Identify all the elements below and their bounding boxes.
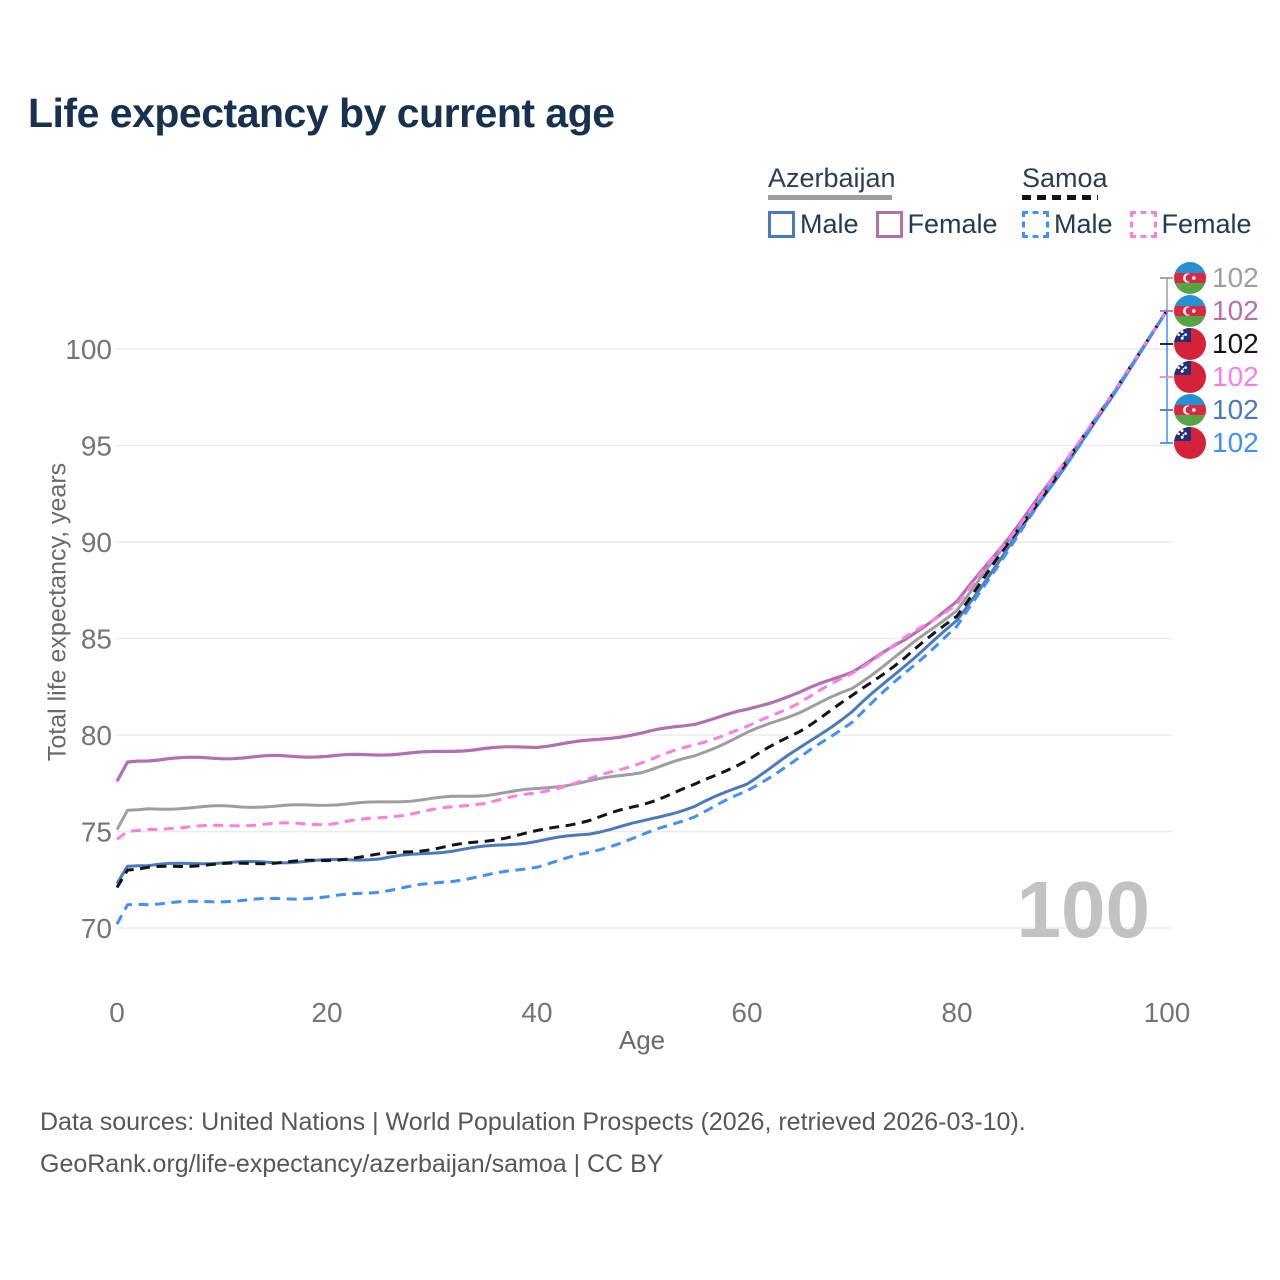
legend-swatch-azerbaijan-male[interactable] — [768, 211, 795, 239]
x-tick-label: 100 — [1144, 997, 1191, 1028]
x-tick-label: 20 — [311, 997, 342, 1028]
y-tick-label: 95 — [81, 431, 112, 462]
legend-swatch-azerbaijan-female[interactable] — [875, 211, 903, 239]
end-marker-samoa-male[interactable]: 102 — [1174, 427, 1259, 459]
y-tick-label: 70 — [81, 913, 112, 944]
end-marker-azerbaijan-female[interactable]: 102 — [1174, 295, 1259, 327]
series-line-samoa-all[interactable] — [115, 309, 1169, 889]
legend-label-samoa-male: Male — [1054, 209, 1113, 240]
end-marker-azerbaijan-male[interactable]: 102 — [1174, 394, 1259, 426]
legend-country-azerbaijan[interactable]: Azerbaijan — [768, 163, 896, 193]
end-marker-azerbaijan-all[interactable]: 102 — [1174, 262, 1259, 294]
x-axis-title: Age — [618, 1025, 666, 1055]
series-line-samoa-female[interactable] — [116, 309, 1169, 841]
legend-group-samoa: Samoa Male Female — [1022, 164, 1269, 240]
azerbaijan-flag-icon — [1174, 394, 1206, 426]
attribution-note: GeoRank.org/life-expectancy/azerbaijan/s… — [40, 1150, 664, 1178]
series-line-azerbaijan-all[interactable] — [115, 309, 1169, 831]
y-tick-label: 100 — [65, 334, 112, 365]
legend-swatch-samoa-female[interactable] — [1129, 211, 1157, 239]
samoa-flag-icon — [1174, 427, 1206, 459]
y-tick-label: 80 — [81, 720, 112, 751]
azerbaijan-flag-icon — [1174, 262, 1206, 294]
legend-underline-solid — [768, 195, 892, 201]
y-axis-title: Total life expectancy, years — [43, 462, 72, 762]
x-tick-label: 60 — [731, 997, 762, 1028]
legend-underline-dashed — [1022, 195, 1098, 201]
end-marker-value: 102 — [1212, 427, 1259, 458]
end-marker-value: 102 — [1212, 394, 1259, 425]
end-marker-samoa-female[interactable]: 102 — [1174, 361, 1259, 393]
end-marker-samoa-all[interactable]: 102 — [1174, 328, 1259, 360]
azerbaijan-flag-icon — [1174, 295, 1206, 327]
page-title: Life expectancy by current age — [28, 90, 615, 136]
end-marker-value: 102 — [1212, 295, 1259, 326]
y-tick-label: 90 — [81, 527, 112, 558]
end-marker-value: 102 — [1212, 361, 1259, 392]
age-counter-watermark: 100 — [1016, 865, 1150, 954]
legend-label-samoa-female: Female — [1161, 209, 1252, 240]
legend-entry-azerbaijan-female[interactable]: Female — [875, 209, 998, 240]
x-tick-label: 0 — [109, 997, 125, 1028]
legend-swatch-samoa-male[interactable] — [1022, 211, 1049, 239]
legend-label-azerbaijan-male: Male — [800, 209, 859, 240]
y-tick-label: 75 — [81, 817, 112, 848]
data-sources-note: Data sources: United Nations | World Pop… — [40, 1108, 1026, 1136]
legend-group-azerbaijan: Azerbaijan Male Female — [768, 164, 1015, 240]
legend-country-samoa[interactable]: Samoa — [1022, 163, 1108, 193]
legend-entry-samoa-male[interactable]: Male — [1022, 209, 1113, 240]
samoa-flag-icon — [1174, 361, 1206, 393]
end-marker-value: 102 — [1212, 328, 1259, 359]
y-tick-label: 85 — [81, 624, 112, 655]
series-line-samoa-male[interactable] — [115, 309, 1169, 925]
x-tick-label: 40 — [521, 997, 552, 1028]
legend-entry-azerbaijan-male[interactable]: Male — [768, 209, 859, 240]
x-tick-label: 80 — [941, 997, 972, 1028]
samoa-flag-icon — [1174, 328, 1206, 360]
legend-label-azerbaijan-female: Female — [907, 209, 998, 240]
series-line-azerbaijan-male[interactable] — [115, 309, 1169, 885]
legend-entry-samoa-female[interactable]: Female — [1129, 209, 1252, 240]
end-marker-value: 102 — [1212, 262, 1259, 293]
